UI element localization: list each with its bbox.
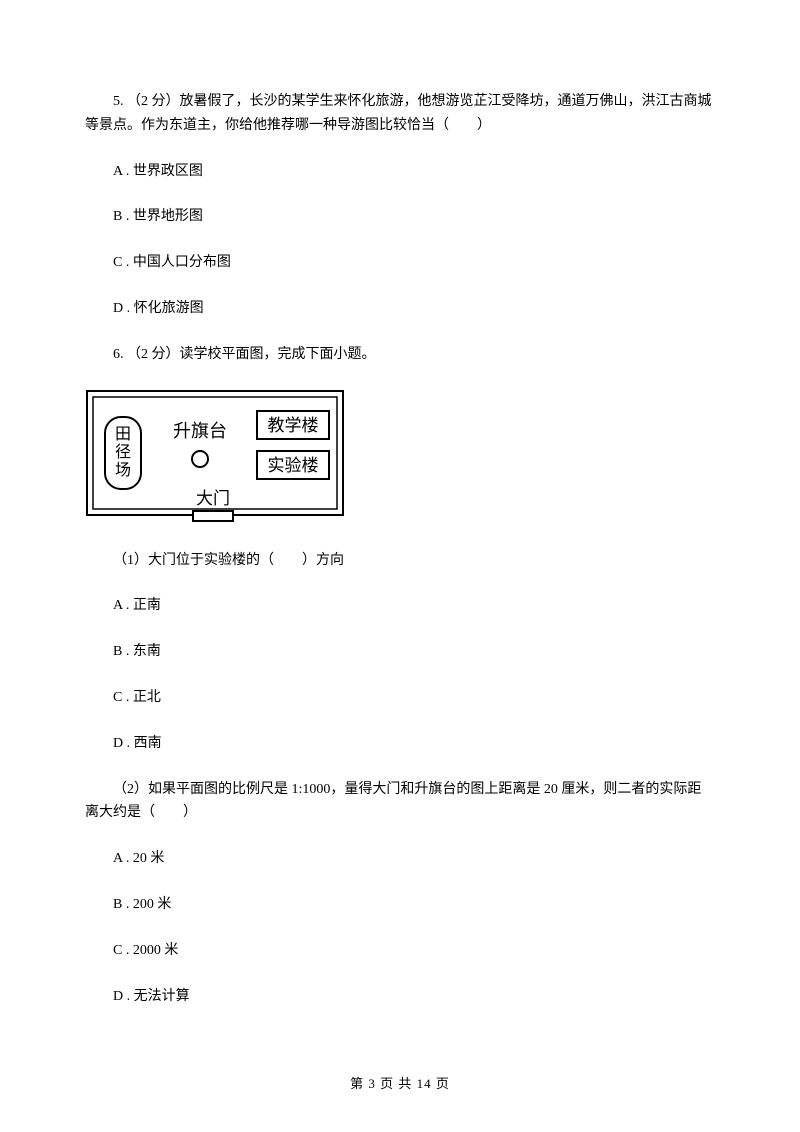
question-6-1-option-a: A . 正南 [85, 594, 715, 618]
question-5-option-b: B . 世界地形图 [85, 205, 715, 229]
track-label-3: 场 [115, 461, 131, 479]
lab-label: 实验楼 [268, 456, 319, 475]
gate-box [193, 511, 233, 521]
question-5-option-c: C . 中国人口分布图 [85, 251, 715, 275]
flag-label: 升旗台 [173, 421, 227, 441]
track-label-1: 田 [115, 426, 131, 443]
question-5-option-a: A . 世界政区图 [85, 160, 715, 184]
track-label-2: 径 [115, 443, 131, 461]
question-6-2-option-b: B . 200 米 [85, 893, 715, 917]
question-5-option-d: D . 怀化旅游图 [85, 297, 715, 321]
question-6-prompt: 6. （2 分）读学校平面图，完成下面小题。 [85, 343, 715, 367]
question-5-prompt: 5. （2 分）放暑假了，长沙的某学生来怀化旅游，他想游览芷江受降坊，通道万佛山… [85, 90, 715, 138]
question-6-2-prompt: （2）如果平面图的比例尺是 1:1000，量得大门和升旗台的图上距离是 20 厘… [85, 778, 715, 826]
teach-label: 教学楼 [268, 416, 319, 435]
gate-label: 大门 [196, 489, 230, 508]
page-content: 5. （2 分）放暑假了，长沙的某学生来怀化旅游，他想游览芷江受降坊，通道万佛山… [0, 0, 800, 1008]
question-6-1-option-b: B . 东南 [85, 640, 715, 664]
question-6-2-option-c: C . 2000 米 [85, 939, 715, 963]
page-footer: 第 3 页 共 14 页 [0, 1073, 800, 1092]
question-6-1-option-d: D . 西南 [85, 732, 715, 756]
school-plan-svg: 田 径 场 升旗台 教学楼 实验楼 大门 [85, 389, 345, 527]
question-6-1-prompt: （1）大门位于实验楼的（ ）方向 [85, 549, 715, 573]
question-6-2-option-d: D . 无法计算 [85, 985, 715, 1009]
question-6-2-option-a: A . 20 米 [85, 847, 715, 871]
question-6-1-option-c: C . 正北 [85, 686, 715, 710]
school-plan-diagram: 田 径 场 升旗台 教学楼 实验楼 大门 [85, 389, 715, 527]
